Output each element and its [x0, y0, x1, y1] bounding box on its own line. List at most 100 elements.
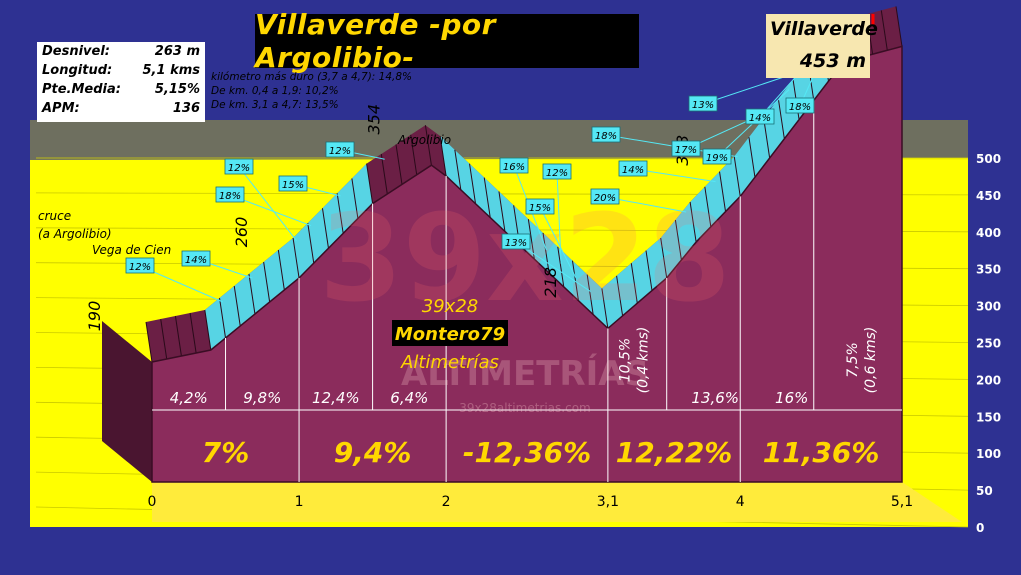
place-label: Argolibio [397, 133, 451, 147]
hatch-line [527, 219, 535, 260]
segment-gradient-label: 7,5% [845, 342, 861, 378]
y-tick-label: 450 [976, 189, 1001, 203]
callout-box [688, 95, 718, 112]
callout-leader [539, 206, 577, 278]
callout-label: 15% [282, 180, 304, 191]
segment-gradient-label: (0,4 kms) [635, 327, 651, 394]
hatch-line [483, 177, 491, 218]
x-tick-label: 3,1 [597, 494, 619, 510]
callout-box [618, 160, 648, 177]
chart-title: Villaverde -por Argolibio- [255, 8, 496, 74]
callout-label: 12% [546, 168, 568, 179]
x-tick-label: 2 [442, 494, 451, 510]
credit-box [392, 320, 508, 346]
hatch-line [336, 193, 344, 234]
callout-label: 12% [228, 163, 250, 174]
x-tick-label: 1 [295, 494, 304, 510]
place-label: cruce [38, 209, 71, 223]
stat-label: Longitud: [42, 63, 113, 78]
callout-box [525, 198, 555, 215]
section-gradient-label: -12,36% [463, 436, 591, 469]
altitude-label: 218 [541, 267, 560, 298]
hatch-line [395, 144, 403, 185]
floor-slab [152, 482, 962, 522]
hatch-line [748, 137, 756, 178]
section-gradient-label: 11,36% [763, 436, 880, 469]
hatch-line [410, 134, 418, 175]
stat-value: 5,1 kms [142, 63, 200, 78]
profile-side-face [102, 321, 152, 482]
callout-label: 12% [329, 146, 351, 157]
y-tick-label: 400 [976, 226, 1001, 240]
hatch-line [307, 223, 315, 264]
hatch-line [233, 285, 241, 327]
hatch-line [763, 117, 771, 159]
hatch-line [219, 297, 227, 339]
credit-line2: Montero79 [395, 324, 505, 345]
y-tick-label: 0 [976, 521, 984, 535]
hatch-line [895, 6, 903, 47]
stat-row: Longitud: 5,1 kms [37, 61, 205, 80]
segment-gradient-label: 10,5% [617, 338, 633, 382]
hatch-line [601, 288, 609, 329]
summit-name: Villaverde [770, 18, 878, 40]
hatch-line [263, 261, 271, 303]
stat-row: Pte.Media: 5,15% [37, 80, 205, 99]
stat-value: 263 m [154, 44, 200, 59]
callout-label: 18% [595, 131, 617, 142]
callout-box [785, 97, 815, 114]
callout-label: 18% [219, 191, 241, 202]
hatch-line [571, 260, 579, 301]
segment-gradient-label: 13,6% [691, 389, 739, 407]
place-label: Vega de Cien [92, 243, 171, 257]
callout-label: 16% [503, 162, 525, 173]
callout-box [215, 186, 245, 203]
segment-gradient-label: 16% [775, 389, 808, 407]
hatch-line [248, 273, 256, 315]
segment-gradient-label: 12,4% [312, 389, 360, 407]
note-line: kilómetro más duro (3,7 a 4,7): 14,8% [211, 71, 413, 83]
callout-box [501, 233, 531, 250]
callout-leader [238, 166, 297, 241]
callout-label: 18% [789, 102, 811, 113]
hatch-line [733, 156, 741, 197]
callout-label: 20% [594, 193, 616, 204]
section-gradient-label: 12,22% [616, 436, 733, 469]
callout-label: 15% [529, 203, 551, 214]
segment-gradient-label: 6,4% [390, 389, 428, 407]
x-tick-label: 0 [148, 494, 157, 510]
callout-box [591, 126, 621, 143]
hatch-line [366, 163, 374, 204]
x-tick-label: 4 [736, 494, 745, 510]
hatch-line [160, 318, 168, 360]
hatch-line [660, 237, 668, 279]
callout-box [590, 188, 620, 205]
altitude-label: 354 [364, 104, 383, 135]
steep-stripe [440, 136, 608, 329]
credit-line3: Altimetrías [400, 352, 499, 373]
callout-label: 14% [622, 165, 644, 176]
credit-line1: 39x28 [422, 296, 478, 317]
hatch-line [586, 274, 594, 315]
stat-label: Pte.Media: [42, 82, 121, 97]
hatch-line [630, 263, 638, 304]
y-tick-label: 50 [976, 484, 993, 498]
hatch-line [777, 98, 785, 139]
callout-box [671, 140, 701, 157]
callout-box [542, 163, 572, 180]
stats-panel: Desnivel: 263 m Longitud: 5,1 kms Pte.Medi… [37, 42, 205, 122]
hatch-line [616, 275, 624, 316]
stat-row: APM: 136 [37, 99, 205, 118]
callout-label: 13% [692, 100, 714, 111]
hatch-line [880, 10, 888, 51]
stat-row: Desnivel: 263 m [37, 42, 205, 61]
hatch-line [174, 315, 182, 357]
callout-leader [556, 171, 562, 264]
y-tick-label: 250 [976, 337, 1001, 351]
stat-label: APM: [42, 101, 80, 116]
hatch-line [292, 237, 300, 279]
callout-label: 13% [505, 238, 527, 249]
hatch-line [689, 201, 697, 243]
hatch-line [277, 249, 285, 291]
